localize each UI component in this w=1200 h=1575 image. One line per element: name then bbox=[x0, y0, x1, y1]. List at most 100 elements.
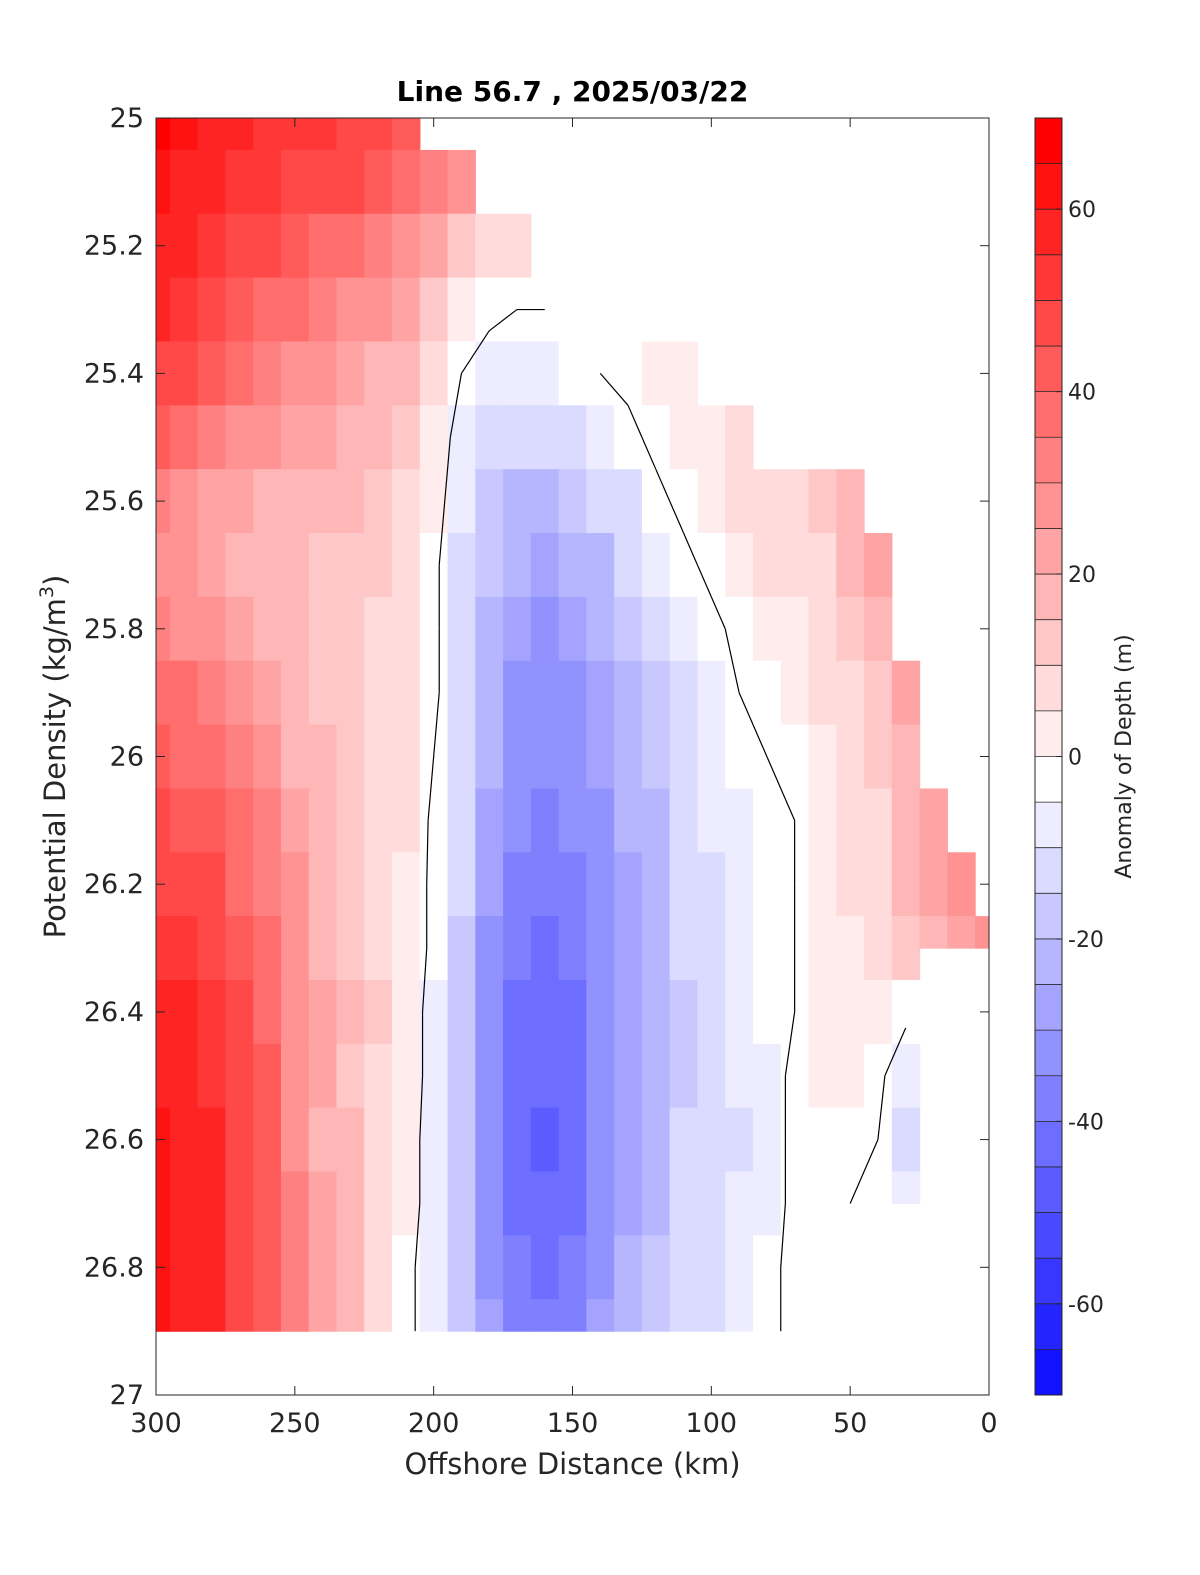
heatmap-cell bbox=[864, 1043, 893, 1109]
heatmap-cell bbox=[836, 1235, 865, 1300]
heatmap-cell bbox=[808, 852, 837, 917]
heatmap-cell bbox=[558, 1171, 587, 1236]
heatmap-cell bbox=[364, 469, 393, 534]
heatmap-cell bbox=[836, 1299, 865, 1332]
heatmap-cell bbox=[503, 596, 532, 662]
heatmap-cell bbox=[447, 1299, 476, 1332]
heatmap-cell bbox=[336, 916, 365, 981]
heatmap-cell bbox=[308, 660, 338, 726]
heatmap-cell bbox=[392, 213, 421, 279]
heatmap-cell bbox=[308, 533, 338, 598]
heatmap-cell bbox=[447, 1043, 476, 1109]
heatmap-cell bbox=[156, 1171, 171, 1236]
heatmap-cell bbox=[586, 660, 615, 726]
heatmap-cell bbox=[253, 852, 282, 917]
colorbar-band bbox=[1035, 254, 1062, 301]
heatmap-cell bbox=[336, 1043, 365, 1109]
heatmap-cell bbox=[253, 277, 282, 343]
heatmap-cell bbox=[364, 118, 393, 151]
heatmap-cell bbox=[669, 405, 699, 470]
heatmap-cell bbox=[530, 1235, 560, 1300]
heatmap-cell bbox=[558, 788, 587, 853]
heatmap-cell bbox=[197, 1107, 227, 1173]
heatmap-cell bbox=[169, 1107, 199, 1173]
heatmap-cell bbox=[503, 1171, 532, 1236]
heatmap-cell bbox=[364, 596, 393, 662]
heatmap-cell bbox=[169, 660, 199, 726]
heatmap-cell bbox=[697, 979, 726, 1045]
colorbar-band bbox=[1035, 300, 1062, 347]
colorbar-band bbox=[1035, 163, 1062, 210]
heatmap-cell bbox=[752, 979, 782, 1045]
heatmap-cell bbox=[641, 660, 671, 726]
heatmap-cell bbox=[197, 533, 227, 598]
zero-contour-segment bbox=[444, 437, 451, 502]
heatmap-cell bbox=[280, 533, 310, 598]
heatmap-cell bbox=[558, 1043, 587, 1109]
heatmap-cell bbox=[503, 341, 532, 406]
colorbar: 60 40 20 0 -20 -40 -60 bbox=[1034, 117, 1104, 1396]
heatmap-cell bbox=[641, 469, 671, 534]
heatmap-cell bbox=[336, 788, 365, 853]
heatmap-cell bbox=[641, 1299, 671, 1332]
heatmap-cell bbox=[530, 1043, 560, 1109]
heatmap-cell bbox=[558, 916, 587, 981]
heatmap-cell bbox=[752, 916, 782, 981]
heatmap-cell bbox=[503, 979, 532, 1045]
heatmap-cell bbox=[669, 1299, 699, 1332]
heatmap-cell bbox=[558, 660, 587, 726]
heatmap-cell bbox=[669, 341, 699, 406]
heatmap-cell bbox=[503, 213, 532, 279]
heatmap-cell bbox=[447, 979, 476, 1045]
heatmap-cell bbox=[780, 1235, 810, 1300]
colorbar-band bbox=[1035, 391, 1062, 438]
heatmap-cell bbox=[641, 596, 671, 662]
heatmap-cell bbox=[197, 118, 227, 151]
heatmap-cell bbox=[169, 979, 199, 1045]
heatmap-cell bbox=[697, 724, 726, 790]
x-tick-label: 300 bbox=[130, 1408, 182, 1439]
heatmap-cell bbox=[447, 852, 476, 917]
heatmap-cell bbox=[225, 149, 254, 215]
heatmap-cell bbox=[169, 916, 199, 981]
zero-contour-segment bbox=[738, 692, 768, 757]
heatmap-cell bbox=[614, 469, 643, 534]
x-tick-label: 0 bbox=[980, 1408, 997, 1439]
heatmap-cell bbox=[641, 341, 671, 406]
heatmap-cell bbox=[808, 788, 837, 853]
heatmap-cell bbox=[280, 1107, 310, 1173]
heatmap-cell bbox=[725, 1299, 754, 1332]
heatmap-cell bbox=[697, 1043, 726, 1109]
heatmap-cell bbox=[419, 788, 449, 853]
heatmap-cell bbox=[836, 660, 865, 726]
heatmap-cell bbox=[697, 1235, 726, 1300]
heatmap-cell bbox=[225, 341, 254, 406]
heatmap-cell bbox=[225, 1107, 254, 1173]
heatmap-cell bbox=[419, 596, 449, 662]
heatmap-cell bbox=[169, 149, 199, 215]
heatmap-cell bbox=[447, 1235, 476, 1300]
heatmap-cell bbox=[308, 596, 338, 662]
colorbar-band bbox=[1035, 665, 1062, 712]
heatmap-cell bbox=[530, 916, 560, 981]
heatmap-cell bbox=[156, 788, 171, 853]
heatmap-cell bbox=[669, 979, 699, 1045]
heatmap-cell bbox=[669, 660, 699, 726]
heatmap-cell bbox=[808, 1171, 837, 1236]
heatmap-cell bbox=[419, 213, 449, 279]
heatmap-cell bbox=[530, 533, 560, 598]
heatmap-cell bbox=[891, 788, 921, 853]
heatmap-cell bbox=[392, 277, 421, 343]
heatmap-cell bbox=[669, 724, 699, 790]
heatmap-cell bbox=[614, 916, 643, 981]
heatmap-cell bbox=[808, 1043, 837, 1109]
heatmap-cell bbox=[336, 469, 365, 534]
heatmap-cell bbox=[641, 405, 671, 470]
heatmap-cell bbox=[836, 788, 865, 853]
heatmap-cell bbox=[669, 852, 699, 917]
zero-contour-segment bbox=[438, 501, 446, 566]
heatmap-cell bbox=[697, 469, 726, 534]
heatmap-cell bbox=[725, 788, 754, 853]
heatmap-cell bbox=[336, 979, 365, 1045]
heatmap-cell bbox=[475, 596, 504, 662]
